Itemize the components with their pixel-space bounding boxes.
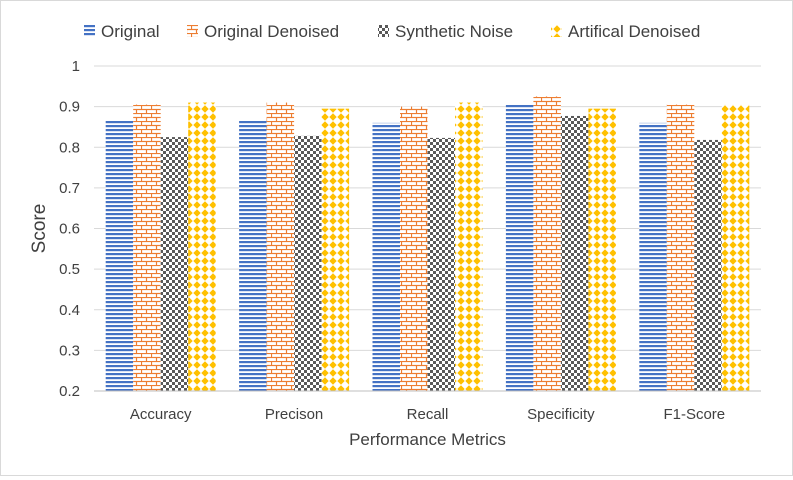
x-axis-title: Performance Metrics xyxy=(349,430,506,449)
bar-brick-recall xyxy=(400,106,428,391)
bar-horizontal-lines-recall xyxy=(372,122,400,391)
x-tick-label: F1-Score xyxy=(663,406,725,423)
legend-label: Artifical Denoised xyxy=(568,22,700,41)
x-tick-label: Recall xyxy=(407,406,449,423)
x-tick-label: Accuracy xyxy=(130,406,192,423)
bar-diamonds-specificity xyxy=(588,108,616,391)
y-axis-title: Score xyxy=(29,204,50,254)
bar-checkerboard-specificity xyxy=(560,115,589,391)
x-tick-label: Precison xyxy=(265,406,323,423)
bar-checkerboard-f1-score xyxy=(694,139,722,391)
bar-horizontal-lines-accuracy xyxy=(105,120,134,391)
bar-diamonds-recall xyxy=(455,102,483,391)
legend: Original Original Denoised Synthetic Noise… xyxy=(84,22,700,41)
bar-brick-specificity xyxy=(533,96,561,391)
bar-checkerboard-recall xyxy=(427,137,455,391)
legend-swatch-brick xyxy=(187,25,198,37)
y-tick-label: 0.8 xyxy=(59,139,80,156)
x-tick-label: Specificity xyxy=(527,406,595,423)
y-tick-label: 0.5 xyxy=(59,261,80,278)
bar-checkerboard-precison xyxy=(294,135,322,391)
legend-swatch-diamonds xyxy=(551,25,562,37)
bar-diamonds-precison xyxy=(321,108,350,391)
bar-diamonds-accuracy xyxy=(188,102,216,391)
bar-brick-accuracy xyxy=(133,104,161,391)
bar-horizontal-lines-precison xyxy=(239,119,267,391)
legend-swatch-horizontal-lines xyxy=(84,25,95,37)
y-tick-label: 0.4 xyxy=(59,302,80,319)
bar-brick-f1-score xyxy=(666,104,695,391)
y-tick-label: 1 xyxy=(72,58,80,75)
bars xyxy=(105,96,750,391)
bar-checkerboard-accuracy xyxy=(160,137,189,391)
y-tick-label: 0.2 xyxy=(59,383,80,400)
bar-diamonds-f1-score xyxy=(721,104,750,391)
legend-swatch-checkerboard xyxy=(378,25,389,37)
y-tick-label: 0.3 xyxy=(59,342,80,359)
bar-horizontal-lines-f1-score xyxy=(639,122,667,391)
legend-label: Original xyxy=(101,22,160,41)
bar-horizontal-lines-specificity xyxy=(505,104,534,391)
bar-brick-precison xyxy=(266,102,295,391)
axes: 0.2 0.3 0.4 0.5 0.6 0.7 0.8 0.9 1 Accuracy Preciso… xyxy=(29,58,761,449)
legend-label: Synthetic Noise xyxy=(395,22,513,41)
y-tick-label: 0.7 xyxy=(59,180,80,197)
y-tick-label: 0.9 xyxy=(59,99,80,116)
y-tick-label: 0.6 xyxy=(59,221,80,238)
legend-label: Original Denoised xyxy=(204,22,339,41)
